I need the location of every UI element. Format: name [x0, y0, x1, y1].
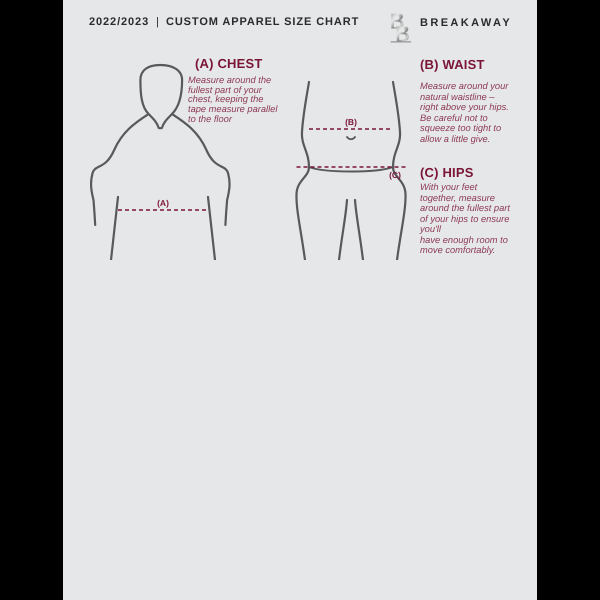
svg-text:(A): (A)	[157, 198, 169, 208]
svg-text:(C): (C)	[389, 170, 401, 180]
svg-text:(B): (B)	[345, 117, 357, 127]
